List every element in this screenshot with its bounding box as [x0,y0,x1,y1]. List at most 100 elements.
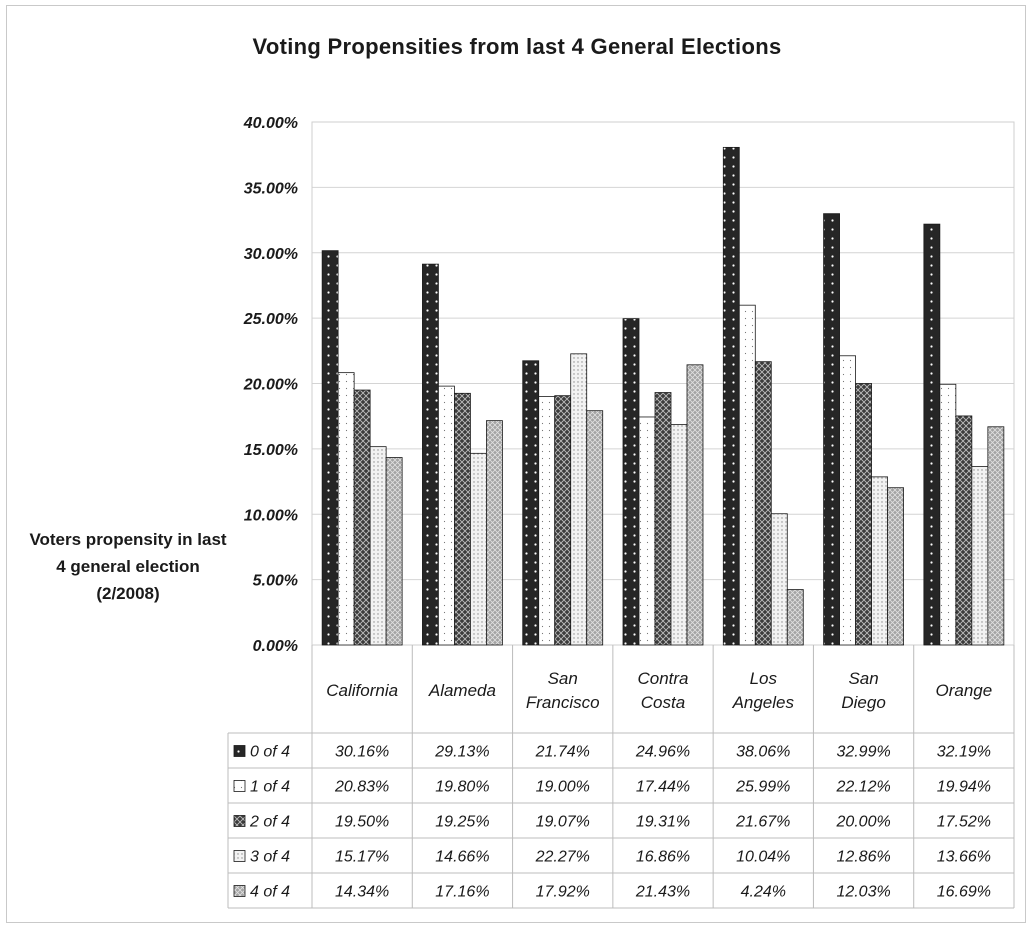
category-label: Contra [637,669,688,688]
y-tick-label: 30.00% [244,246,298,263]
bar [770,513,788,646]
data-label: 12.03% [836,884,890,901]
bar [971,465,989,646]
data-label: 24.96% [635,744,690,761]
data-label: 17.16% [435,884,489,901]
bar [638,416,656,646]
bar [839,355,856,646]
category-label: California [326,681,398,700]
bar [586,410,604,646]
data-label: 21.74% [535,744,590,761]
category-label: Angeles [732,693,795,712]
data-label: 14.66% [435,849,489,866]
bar [570,353,588,646]
legend-entry: 2 of 4 [249,814,290,831]
bar [786,589,804,646]
bar [438,385,455,646]
legend-entry: 4 of 4 [250,884,290,901]
data-label: 19.50% [335,814,389,831]
y-axis-label: Voters propensity in last 4 general elec… [29,530,227,603]
bars [321,146,1005,646]
data-label: 4.24% [741,884,786,901]
bar [622,318,640,646]
data-label: 19.31% [636,814,690,831]
bar [538,396,556,646]
data-label: 38.06% [736,744,790,761]
bar [670,424,688,646]
chart-title: Voting Propensities from last 4 General … [252,34,782,59]
data-label: 30.16% [335,744,389,761]
legend-key [233,850,246,862]
legend-key [233,780,246,792]
data-label: 19.94% [937,779,991,796]
bar [654,392,672,646]
bar [486,420,503,646]
data-label: 14.34% [335,884,389,901]
bar [722,146,740,646]
data-label: 20.00% [835,814,890,831]
bar [369,446,387,646]
category-label: San [848,669,878,688]
category-label: Francisco [526,693,600,712]
data-label: 17.92% [536,884,590,901]
data-label: 19.00% [536,779,590,796]
data-label: 19.25% [435,814,489,831]
y-tick-label: 5.00% [253,573,298,590]
category-label: Alameda [428,681,496,700]
y-tick-label: 40.00% [243,115,298,132]
bar [337,372,355,646]
y-tick-label: 20.00% [243,377,298,394]
category-label: Los [750,669,778,688]
bar [422,263,439,646]
bar [923,223,941,646]
bar [987,426,1005,646]
data-label: 17.44% [636,779,690,796]
data-label: 17.52% [937,814,991,831]
data-label: 20.83% [334,779,389,796]
bar [871,476,888,646]
bar [554,395,572,646]
y-tick-label: 0.00% [253,638,298,655]
legend-entry: 3 of 4 [250,849,290,866]
bar [754,361,772,646]
category-label: San [548,669,578,688]
data-label: 15.17% [335,849,389,866]
bar [686,364,704,646]
y-tick-label: 25.00% [243,311,298,328]
data-label: 12.86% [836,849,890,866]
bar [823,213,840,646]
bar [321,250,339,646]
legend-key [233,745,246,757]
data-label: 16.86% [636,849,690,866]
data-label: 22.27% [535,849,590,866]
bar [887,487,904,646]
bar [470,452,487,646]
category-label: Orange [936,681,993,700]
legend-key [233,815,246,827]
bar [738,304,756,646]
y-tick-label: 35.00% [244,180,298,197]
data-label: 32.99% [836,744,890,761]
bar [522,360,540,646]
data-label: 19.80% [435,779,489,796]
y-tick-label: 15.00% [244,442,298,459]
category-label: Costa [641,693,685,712]
data-table: California Alameda San Francisco Contra Costa… [227,645,1015,909]
bar [939,383,957,646]
bar [385,457,403,646]
bar [353,389,371,646]
data-label: 22.12% [835,779,890,796]
y-tick-label: 10.00% [244,507,298,524]
legend-key [233,885,246,897]
legend-entry: 0 of 4 [250,744,290,761]
bar [955,415,973,646]
data-label: 19.07% [536,814,590,831]
data-label: 21.43% [635,884,690,901]
bar [855,383,872,646]
chart-frame [6,5,1026,923]
data-label: 25.99% [735,779,790,796]
data-label: 29.13% [434,744,489,761]
data-label: 16.69% [937,884,991,901]
legend-entry: 1 of 4 [250,779,290,796]
